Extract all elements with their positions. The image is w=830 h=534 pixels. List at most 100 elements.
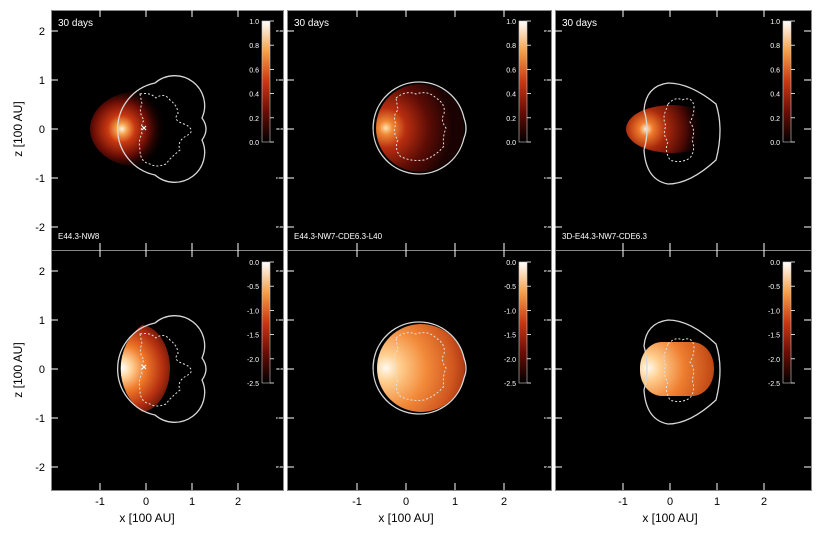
colorbar-tick-label: -0.5 — [768, 284, 780, 291]
axis-tick-labels: 2 1 0 -1 -2 2 1 0 -1 -2 2 1 0 -1 -2 2 1 0 -1 -2 -1 0 1 2 2 1 0 -1 -2… — [35, 26, 767, 508]
y-tick-label: 1 — [543, 315, 549, 327]
y-tick-label: 2 — [543, 26, 549, 38]
panel-4-frame — [287, 250, 552, 491]
y-tick-label: 2 — [39, 26, 45, 38]
x-tick-label: 1 — [452, 496, 458, 508]
panel-3-frame — [51, 250, 284, 491]
colorbar-tick-label: 0.4 — [506, 92, 516, 99]
y-tick-label: -1 — [271, 173, 281, 185]
y-tick-label: 0 — [39, 124, 45, 136]
colorbar-tick-label: -2.5 — [504, 381, 516, 388]
y-axis-title: z [100 AU] — [11, 342, 25, 397]
colorbar-tick-label: 0.2 — [506, 116, 516, 123]
model-label: 3D-E44.3-NW7-CDE6.3 — [562, 232, 647, 241]
y-tick-label: 2 — [543, 266, 549, 278]
y-tick-label: 2 — [275, 266, 281, 278]
time-label: 30 days — [562, 18, 597, 29]
y-tick-label: -1 — [539, 413, 549, 425]
outer-shell-contour-3 — [117, 315, 207, 423]
y-tick-label: 1 — [39, 75, 45, 87]
emission-map-0 — [90, 91, 190, 167]
y-tick-label: 0 — [39, 364, 45, 376]
star-marker-0 — [141, 125, 147, 131]
inner-contour-5 — [663, 338, 695, 403]
y-tick-label: -1 — [35, 173, 45, 185]
inner-contour-3 — [138, 333, 192, 407]
colorbar-tick-label: 0.6 — [249, 67, 259, 74]
model-label: E44.3-NW7-CDE6.3-L40 — [294, 232, 383, 241]
colorbar-tick-label: -1.5 — [247, 333, 259, 340]
x-tick-label: 0 — [403, 496, 409, 508]
colorbar-tick-label: -1.0 — [768, 308, 780, 315]
colorbar — [518, 20, 528, 143]
inner-contour-2 — [663, 98, 695, 163]
colorbar-tick-label: -2.0 — [504, 357, 516, 364]
axis-ticks — [51, 10, 811, 490]
colorbar-tick-label: -1.0 — [247, 308, 259, 315]
colorbar-tick-label: 0.8 — [770, 43, 780, 50]
y-tick-label: 1 — [543, 75, 549, 87]
x-tick-label: 2 — [761, 496, 767, 508]
colorbar — [782, 20, 792, 143]
panel-annotations: 30 days E44.3-NW8 30 days E44.3-NW7-CDE6.3-… — [58, 18, 647, 241]
colorbar — [782, 261, 792, 384]
emission-map-2 — [626, 105, 718, 153]
colorbar-tick-label: -2.5 — [768, 381, 780, 388]
y-tick-label: -2 — [35, 222, 45, 234]
colorbar-tick-label: -2.0 — [768, 357, 780, 364]
y-tick-label: -1 — [271, 413, 281, 425]
x-tick-label: 2 — [501, 496, 507, 508]
colorbar-tick-label: 0.0 — [506, 260, 516, 267]
emission-map-5 — [640, 342, 714, 396]
y-tick-label: -2 — [35, 462, 45, 474]
y-tick-label: -2 — [539, 462, 549, 474]
colorbar-tick-label: 1.0 — [249, 19, 259, 26]
y-tick-label: 0 — [543, 364, 549, 376]
emission-map-1 — [376, 84, 464, 172]
inner-contour-4 — [393, 332, 447, 401]
x-axis-title: x [100 AU] — [119, 511, 174, 525]
x-tick-label: 1 — [714, 496, 720, 508]
colorbar-tick-label: 0.6 — [770, 67, 780, 74]
colorbar-tick-label: -2.5 — [247, 381, 259, 388]
emission-map-4 — [377, 324, 465, 412]
x-axis-title: x [100 AU] — [378, 511, 433, 525]
colorbar-tick-label: -2.0 — [247, 357, 259, 364]
x-tick-label: 0 — [667, 496, 673, 508]
inner-contour-0 — [138, 93, 192, 167]
outer-shell-contour-2 — [643, 82, 721, 185]
y-tick-label: 1 — [39, 315, 45, 327]
colorbars: 1.0 0.8 0.6 0.4 0.2 0.0 1.0 0.8 0.6 0.4 0.2 0.0 1.0 0… — [247, 19, 795, 388]
model-label: E44.3-NW8 — [58, 232, 100, 241]
panel-5-frame — [555, 250, 812, 491]
x-axis-title: x [100 AU] — [642, 511, 697, 525]
colorbar-tick-label: 0.2 — [249, 116, 259, 123]
colorbar-tick-label: 1.0 — [506, 19, 516, 26]
x-tick-label: -1 — [95, 496, 105, 508]
colorbar-tick-label: 0.0 — [770, 140, 780, 147]
x-tick-label: 0 — [143, 496, 149, 508]
colorbar-tick-label: 0.0 — [770, 260, 780, 267]
outer-shell-contour-0 — [117, 75, 207, 183]
y-tick-label: -2 — [271, 222, 281, 234]
y-tick-label: 2 — [39, 266, 45, 278]
colorbar-tick-label: 0.0 — [249, 260, 259, 267]
colorbar-tick-label: -1.5 — [504, 333, 516, 340]
y-tick-label: 1 — [275, 75, 281, 87]
y-tick-label: -2 — [271, 462, 281, 474]
y-tick-label: 0 — [275, 124, 281, 136]
colorbar-tick-label: 0.4 — [249, 92, 259, 99]
outer-shell-contour-4 — [372, 321, 467, 415]
colorbar-tick-label: 0.6 — [506, 67, 516, 74]
colorbar-tick-label: 0.8 — [249, 43, 259, 50]
colorbar-tick-label: -1.5 — [768, 333, 780, 340]
star-marker-3 — [141, 364, 147, 370]
y-tick-label: 0 — [543, 124, 549, 136]
x-tick-label: -1 — [352, 496, 362, 508]
outer-shell-contour-1 — [372, 81, 467, 175]
colorbar-tick-label: 0.4 — [770, 92, 780, 99]
colorbar-tick-label: 0.8 — [506, 43, 516, 50]
y-tick-label: 1 — [275, 315, 281, 327]
x-tick-label: 2 — [235, 496, 241, 508]
